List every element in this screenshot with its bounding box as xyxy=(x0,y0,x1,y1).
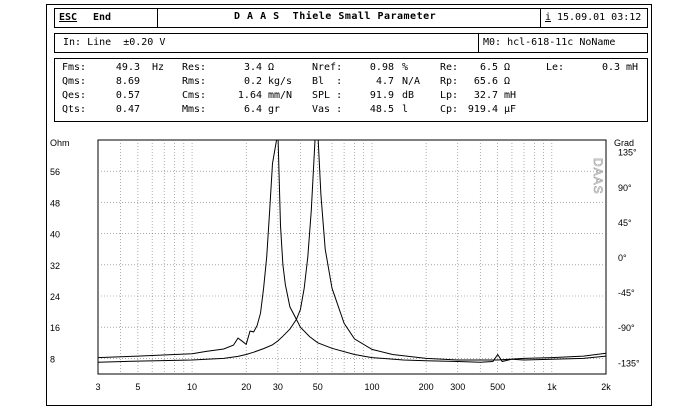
window-title: D A A S Thiele Small Parameter xyxy=(234,11,437,22)
param-value: 4.7 xyxy=(375,76,394,87)
x-tick-label: 3 xyxy=(95,382,100,392)
param-value: 0.98 xyxy=(369,62,394,73)
param-label: Nref: xyxy=(312,62,343,73)
param-unit: l xyxy=(402,104,409,115)
end-label: End xyxy=(93,12,112,23)
right-tick-label: 0° xyxy=(618,253,627,263)
left-tick-label: 32 xyxy=(50,261,60,271)
esc-end-button[interactable]: ESC End xyxy=(54,8,158,28)
x-tick-label: 20 xyxy=(241,382,251,392)
param-unit: gr xyxy=(268,104,281,115)
x-tick-label: 1k xyxy=(547,382,557,392)
param-value: 0.57 xyxy=(115,90,140,101)
esc-label: ESC xyxy=(59,12,78,23)
param-label: Re: xyxy=(440,62,459,73)
param-value: 8.69 xyxy=(115,76,140,87)
param-value: 6.5 xyxy=(479,62,498,73)
right-tick-label: -45° xyxy=(618,288,635,298)
param-label: Qms: xyxy=(62,76,87,87)
param-unit: μF xyxy=(504,104,517,115)
x-tick-label: 2k xyxy=(601,382,611,392)
daas-vertical-tag: DAAS xyxy=(591,158,605,195)
param-value: 0.47 xyxy=(115,104,140,115)
x-tick-label: 500 xyxy=(490,382,505,392)
param-unit: Ω xyxy=(268,62,275,73)
param-label: Qes: xyxy=(62,90,87,101)
right-tick-label: 45° xyxy=(618,218,632,228)
left-tick-label: 16 xyxy=(50,323,60,333)
param-value: 6.4 xyxy=(243,104,262,115)
x-tick-label: 300 xyxy=(450,382,465,392)
param-unit: mH xyxy=(504,90,517,101)
impedance-curve xyxy=(98,140,606,363)
param-value: 32.7 xyxy=(473,90,498,101)
param-unit: kg/s xyxy=(268,76,293,87)
param-label: Res: xyxy=(182,62,207,73)
param-value: 49.3 xyxy=(115,62,140,73)
param-label: Lp: xyxy=(440,90,459,101)
param-label: Cms: xyxy=(182,90,207,101)
right-tick-label: 90° xyxy=(618,183,632,193)
param-label: Bl : xyxy=(312,76,343,87)
phase-curve xyxy=(98,140,606,363)
x-tick-label: 10 xyxy=(187,382,197,392)
x-tick-label: 5 xyxy=(135,382,140,392)
datetime-text: 15.09.01 03:12 xyxy=(557,12,642,23)
right-tick-label: -135° xyxy=(618,358,640,368)
param-value: 919.4 xyxy=(467,104,498,115)
param-unit: Ω xyxy=(504,62,511,73)
datetime-box[interactable]: i 15.09.01 03:12 xyxy=(540,8,648,28)
param-value: 1.64 xyxy=(237,90,262,101)
x-tick-label: 50 xyxy=(313,382,323,392)
param-value: 91.9 xyxy=(369,90,394,101)
left-tick-label: 40 xyxy=(50,230,60,240)
param-unit: Hz xyxy=(152,62,165,73)
x-tick-label: 30 xyxy=(273,382,283,392)
left-tick-label: 8 xyxy=(50,354,55,364)
memory-slot-label: M0: hcl-618-11c NoName xyxy=(483,37,616,48)
param-label: Mms: xyxy=(182,104,207,115)
right-axis-unit: Grad xyxy=(614,138,634,148)
info-icon: i xyxy=(545,12,552,23)
param-unit: mH xyxy=(626,62,639,73)
param-unit: N/A xyxy=(402,76,421,87)
left-axis-unit: Ohm xyxy=(50,138,70,148)
param-label: SPL : xyxy=(312,90,343,101)
left-tick-label: 48 xyxy=(50,198,60,208)
param-label: Rms: xyxy=(182,76,207,87)
param-value: 3.4 xyxy=(243,62,262,73)
param-value: 0.2 xyxy=(243,76,262,87)
param-value: 0.3 xyxy=(601,62,620,73)
param-value: 65.6 xyxy=(473,76,498,87)
param-label: Rp: xyxy=(440,76,459,87)
left-tick-label: 24 xyxy=(50,292,60,302)
param-unit: dB xyxy=(402,90,415,101)
daas-window xyxy=(46,4,652,406)
memory-slot-box[interactable]: M0: hcl-618-11c NoName xyxy=(478,33,648,53)
plot-border xyxy=(97,139,607,375)
param-unit: % xyxy=(402,62,409,73)
right-tick-label: -90° xyxy=(618,323,635,333)
param-label: Vas : xyxy=(312,104,343,115)
parameters-panel xyxy=(54,58,648,122)
left-tick-label: 56 xyxy=(50,167,60,177)
input-level-label[interactable]: In: Line ±0.20 V xyxy=(63,37,166,48)
param-unit: Ω xyxy=(504,76,511,87)
param-label: Cp: xyxy=(440,104,459,115)
x-tick-label: 100 xyxy=(364,382,379,392)
param-label: Qts: xyxy=(62,104,87,115)
param-label: Le: xyxy=(546,62,565,73)
right-tick-label: 135° xyxy=(618,148,637,158)
param-value: 48.5 xyxy=(369,104,394,115)
x-tick-label: 200 xyxy=(419,382,434,392)
param-unit: mm/N xyxy=(268,90,293,101)
param-label: Fms: xyxy=(62,62,87,73)
